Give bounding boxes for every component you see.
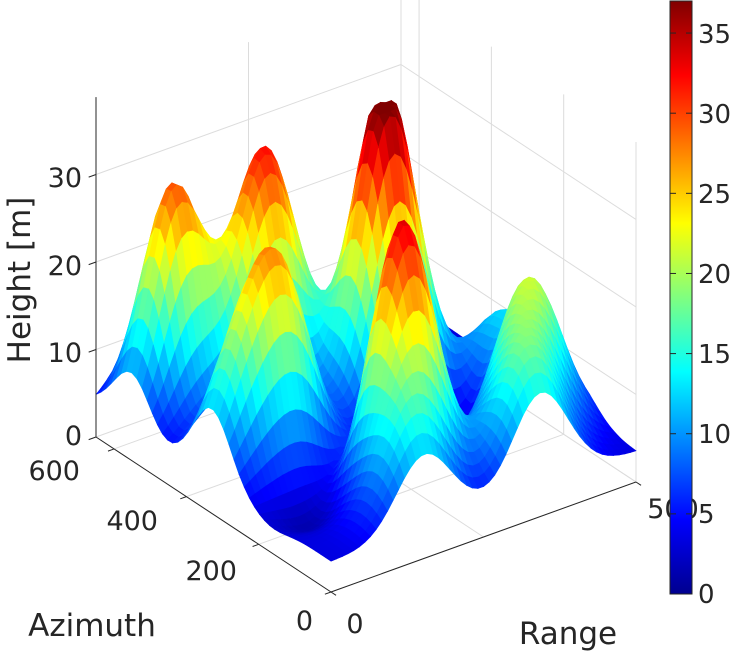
colorbar-tick-label-35: 35 xyxy=(698,20,731,50)
x-tick-label-0: 0 xyxy=(346,609,363,640)
colorbar-tick-label-25: 25 xyxy=(698,180,731,210)
colorbar-tick-label-0: 0 xyxy=(698,580,715,610)
z-tick-label-20: 20 xyxy=(48,251,82,282)
y-axis-tick xyxy=(180,496,187,500)
z-axis-tick xyxy=(88,261,97,266)
x-axis-tick xyxy=(330,591,337,596)
x-axis-label: Range xyxy=(519,616,617,652)
z-axis-tick xyxy=(88,436,97,441)
y-axis-tick xyxy=(252,543,259,547)
colorbar-tick-label-5: 5 xyxy=(698,500,715,530)
z-tick-label-10: 10 xyxy=(48,338,82,369)
colorbar-gradient xyxy=(669,0,693,595)
y-axis-label: Azimuth xyxy=(28,608,156,644)
y-tick-label-400: 400 xyxy=(106,506,158,537)
z-axis-label: Height [m] xyxy=(2,197,38,364)
y-tick-label-0: 0 xyxy=(296,606,313,637)
grid-line xyxy=(400,151,637,308)
colorbar: 0 5 10 15 20 25 30 35 xyxy=(669,0,731,610)
height-surface xyxy=(95,99,637,562)
z-tick-label-0: 0 xyxy=(65,421,82,452)
y-axis-tick xyxy=(107,448,115,452)
y-axis-tick xyxy=(324,591,332,595)
z-axis-tick-labels: 0 10 20 30 xyxy=(48,163,82,452)
colorbar-tick-label-15: 15 xyxy=(698,340,731,370)
z-axis-tick xyxy=(88,349,97,353)
y-tick-label-200: 200 xyxy=(185,556,237,587)
y-tick-label-600: 600 xyxy=(28,456,80,487)
colorbar-tick-label-30: 30 xyxy=(698,100,731,130)
x-axis-tick xyxy=(635,481,642,486)
z-axis-tick xyxy=(88,174,97,178)
z-tick-label-30: 30 xyxy=(48,163,82,194)
colorbar-tick-label-10: 10 xyxy=(698,420,731,450)
grid-line xyxy=(400,64,637,220)
colorbar-tick-label-20: 20 xyxy=(698,260,731,290)
